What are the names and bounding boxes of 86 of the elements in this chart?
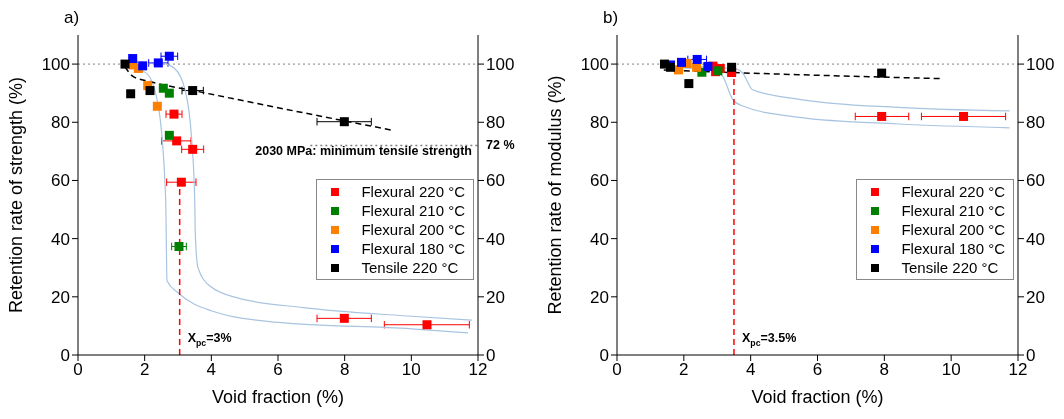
point [164, 130, 174, 140]
y2-tick-label: 80 [1026, 113, 1045, 133]
legend-label: Tensile 220 °C [361, 258, 459, 277]
x-tick-label: 10 [401, 360, 421, 380]
point [692, 62, 702, 72]
y2-tick-label: 20 [1026, 287, 1045, 307]
y-tick-label: 40 [51, 229, 70, 249]
x-tick-label: 8 [879, 360, 890, 380]
x-tick-label: 2 [679, 360, 689, 380]
point [422, 320, 432, 330]
y-tick-label: 20 [51, 287, 70, 307]
y-tick-label: 60 [590, 171, 609, 191]
y-tick-label: 60 [51, 171, 70, 191]
point [188, 144, 198, 154]
point [176, 177, 186, 187]
point [169, 109, 179, 119]
x-tick-label: 12 [468, 360, 488, 380]
y-axis-title: Retention rate of modulus (%) [545, 75, 566, 315]
y2-tick-label: 0 [486, 346, 496, 366]
x-tick-label: 4 [206, 360, 217, 380]
y2-tick-label: 100 [486, 55, 515, 75]
legend-label: Flexural 210 °C [901, 201, 1005, 220]
point [174, 241, 184, 251]
y-tick-label: 80 [51, 113, 70, 133]
y2-tick-label: 20 [486, 287, 505, 307]
point [120, 59, 130, 69]
y-axis-title: Retention rate of strength (%) [6, 76, 27, 314]
point [727, 62, 737, 72]
y2-tick-label: 40 [486, 229, 505, 249]
x-tick-label: 6 [273, 360, 283, 380]
point [128, 54, 138, 64]
point [126, 89, 136, 99]
annotation: 2030 MPa: minimum tensile strength [255, 143, 472, 158]
y2-tick-label: 60 [1026, 171, 1045, 191]
point [164, 88, 174, 98]
x-axis-title: Void fraction (%) [751, 387, 884, 407]
annotation: X$_{pc}$=3.5% [741, 331, 797, 349]
legend-label: Flexural 180 °C [361, 239, 465, 258]
y-tick-label: 0 [599, 346, 609, 366]
y-tick-label: 80 [590, 113, 609, 133]
x-tick-label: 10 [941, 360, 961, 380]
chart-title: b) [603, 8, 619, 28]
legend-label: Flexural 180 °C [901, 239, 1005, 258]
legend-label: Flexural 200 °C [901, 220, 1005, 239]
legend-label: Flexural 210 °C [361, 201, 465, 220]
y-tick-label: 100 [41, 55, 70, 75]
x-tick-label: 8 [339, 360, 350, 380]
legend-label: Flexural 220 °C [361, 182, 465, 201]
y2-tick-label: 40 [1026, 229, 1045, 249]
y-tick-label: 20 [590, 287, 609, 307]
x-tick-label: 6 [812, 360, 823, 380]
y2-tick-label: 60 [486, 171, 505, 191]
point [877, 68, 887, 78]
point [153, 58, 163, 68]
x-tick-label: 4 [745, 360, 756, 380]
point [172, 136, 182, 146]
point [145, 86, 155, 96]
y-tick-label: 40 [590, 229, 609, 249]
point [138, 61, 148, 71]
point [692, 54, 702, 64]
x-axis-title: Void fraction (%) [211, 387, 345, 407]
legend-label: Tensile 220 °C [901, 258, 999, 277]
point [339, 313, 349, 323]
point [152, 101, 162, 111]
point [339, 117, 349, 127]
legend-label: Flexural 220 °C [901, 182, 1005, 201]
legend-label: Flexural 200 °C [361, 220, 465, 239]
point [164, 51, 174, 61]
chart-title: a) [64, 8, 80, 28]
y2-tick-label: 0 [1026, 346, 1036, 366]
point [703, 61, 713, 71]
point [959, 111, 969, 121]
y-tick-label: 0 [60, 346, 70, 366]
point [877, 111, 887, 121]
x-tick-label: 0 [612, 360, 622, 380]
point [684, 79, 694, 89]
x-tick-label: 0 [73, 360, 83, 380]
y2-tick-label: 100 [1026, 55, 1055, 75]
x-tick-label: 2 [139, 360, 150, 380]
point [676, 57, 686, 67]
x-tick-label: 12 [1008, 360, 1028, 380]
annotation: X$_{pc}$=3% [187, 331, 232, 349]
y2-tick-label: 80 [486, 113, 505, 133]
y-tick-label: 100 [580, 55, 609, 75]
annotation: 72 % [486, 137, 515, 152]
point [188, 86, 198, 96]
